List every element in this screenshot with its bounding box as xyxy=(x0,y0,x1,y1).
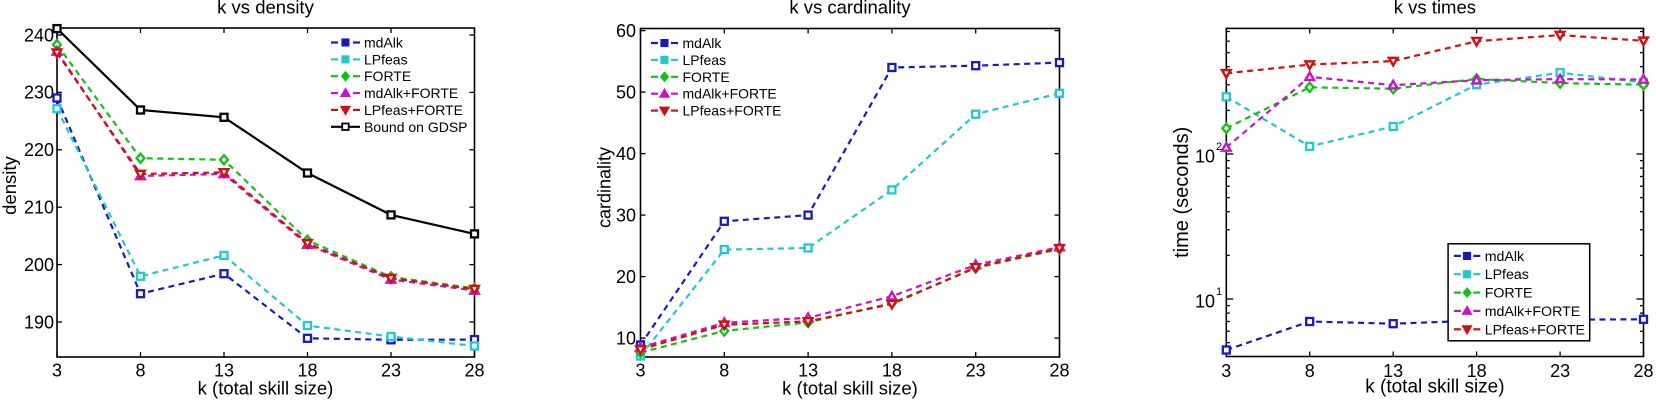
svg-text:LPfeas: LPfeas xyxy=(1485,267,1529,283)
svg-text:k vs times: k vs times xyxy=(1394,0,1476,18)
svg-text:8: 8 xyxy=(135,361,145,381)
svg-text:LPfeas+FORTE: LPfeas+FORTE xyxy=(1485,322,1585,338)
svg-text:time (seconds): time (seconds) xyxy=(1171,127,1193,258)
svg-text:210: 210 xyxy=(24,198,54,218)
svg-text:20: 20 xyxy=(616,267,636,287)
svg-text:230: 230 xyxy=(24,83,54,103)
svg-text:density: density xyxy=(0,155,20,214)
svg-text:8: 8 xyxy=(1305,361,1315,381)
svg-text:23: 23 xyxy=(1550,361,1570,381)
svg-text:40: 40 xyxy=(616,144,636,164)
svg-text:13: 13 xyxy=(798,361,818,381)
svg-text:8: 8 xyxy=(719,361,729,381)
svg-text:3: 3 xyxy=(52,361,62,381)
svg-text:k vs density: k vs density xyxy=(217,0,314,18)
svg-text:23: 23 xyxy=(966,361,986,381)
svg-text:3: 3 xyxy=(1221,361,1231,381)
svg-text:mdAlk: mdAlk xyxy=(364,35,404,51)
svg-text:13: 13 xyxy=(214,361,234,381)
svg-text:23: 23 xyxy=(381,361,401,381)
svg-text:k vs cardinality: k vs cardinality xyxy=(789,0,911,18)
svg-text:cardinality: cardinality xyxy=(595,147,615,228)
svg-text:60: 60 xyxy=(616,21,636,41)
svg-text:28: 28 xyxy=(1049,361,1069,381)
svg-text:50: 50 xyxy=(616,82,636,102)
svg-text:2: 2 xyxy=(1216,141,1222,153)
svg-text:190: 190 xyxy=(24,312,54,332)
svg-text:240: 240 xyxy=(24,25,54,45)
svg-text:3: 3 xyxy=(635,361,645,381)
svg-text:FORTE: FORTE xyxy=(364,68,411,84)
svg-text:13: 13 xyxy=(1383,361,1403,381)
svg-text:200: 200 xyxy=(24,255,54,275)
svg-text:10: 10 xyxy=(1195,147,1215,167)
svg-text:18: 18 xyxy=(1467,361,1487,381)
svg-text:k (total skill size): k (total skill size) xyxy=(198,377,334,398)
svg-text:k (total skill size): k (total skill size) xyxy=(782,377,918,398)
svg-text:220: 220 xyxy=(24,140,54,160)
svg-text:10: 10 xyxy=(616,328,636,348)
svg-text:k (total skill size): k (total skill size) xyxy=(1365,376,1504,397)
svg-text:28: 28 xyxy=(464,361,484,381)
svg-text:mdAlk+FORTE: mdAlk+FORTE xyxy=(364,85,458,101)
svg-text:mdAlk+FORTE: mdAlk+FORTE xyxy=(683,86,777,102)
svg-text:FORTE: FORTE xyxy=(1485,286,1533,302)
svg-text:mdAlk: mdAlk xyxy=(683,35,723,51)
svg-text:LPfeas: LPfeas xyxy=(364,51,408,67)
svg-text:LPfeas: LPfeas xyxy=(683,52,727,68)
svg-text:Bound on GDSP: Bound on GDSP xyxy=(364,119,468,135)
svg-text:mdAlk: mdAlk xyxy=(1485,249,1525,265)
svg-text:30: 30 xyxy=(616,205,636,225)
svg-text:1: 1 xyxy=(1216,286,1222,298)
svg-text:FORTE: FORTE xyxy=(683,69,730,85)
svg-text:10: 10 xyxy=(1195,292,1215,312)
svg-text:28: 28 xyxy=(1633,361,1653,381)
svg-text:18: 18 xyxy=(882,361,902,381)
svg-text:LPfeas+FORTE: LPfeas+FORTE xyxy=(364,102,463,118)
svg-text:mdAlk+FORTE: mdAlk+FORTE xyxy=(1485,304,1581,320)
svg-text:18: 18 xyxy=(297,361,317,381)
svg-text:LPfeas+FORTE: LPfeas+FORTE xyxy=(683,103,782,119)
